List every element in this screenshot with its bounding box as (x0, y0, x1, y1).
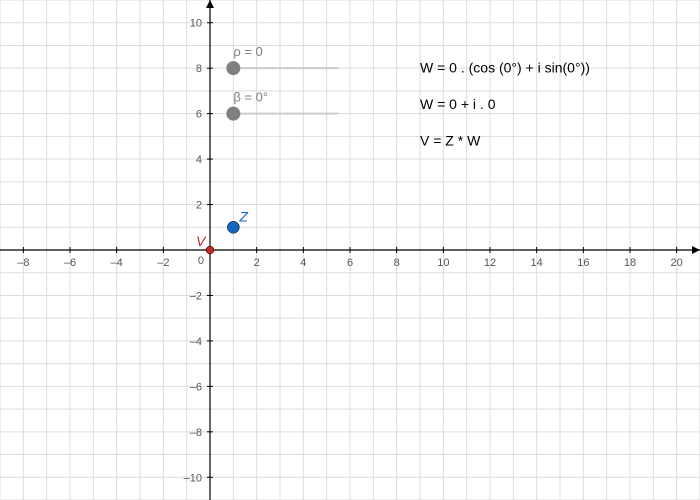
x-tick-label: –4 (111, 257, 123, 269)
y-tick-label: 8 (196, 63, 202, 75)
x-tick-label: 14 (531, 257, 543, 269)
y-tick-label: 10 (190, 18, 202, 30)
x-tick-label: 4 (300, 257, 306, 269)
x-tick-label: –6 (64, 257, 76, 269)
plot-svg: –8 –6 –4 –2 2 4 6 8 10 12 14 16 18 20 10 8 6 4 2 –2 –4 –6 –8 –1… (0, 0, 700, 500)
x-tick-label: 8 (394, 257, 400, 269)
x-tick-label: 16 (577, 257, 589, 269)
slider-label-beta: β = 0° (233, 90, 268, 105)
x-tick-label: 20 (671, 257, 683, 269)
point-label-Z: Z (238, 208, 248, 224)
slider-handle-beta[interactable] (226, 107, 240, 121)
y-tick-label: –6 (190, 381, 202, 393)
origin-label: 0 (198, 255, 204, 267)
equation-line3: V = Z * W (420, 132, 481, 148)
y-tick-label: 6 (196, 109, 202, 121)
x-tick-label: –8 (17, 257, 29, 269)
x-tick-label: 2 (254, 257, 260, 269)
x-tick-label: 10 (437, 257, 449, 269)
x-tick-label: 18 (624, 257, 636, 269)
y-tick-label: 4 (196, 154, 202, 166)
equation-line2: W = 0 + i . 0 (420, 96, 496, 112)
slider-label-rho: ρ = 0 (233, 44, 262, 59)
point-Z[interactable] (227, 221, 239, 233)
y-tick-label: –4 (190, 336, 202, 348)
point-V[interactable] (206, 246, 214, 254)
slider-handle-rho[interactable] (226, 61, 240, 75)
y-tick-label: 2 (196, 200, 202, 212)
y-tick-label: –8 (190, 427, 202, 439)
y-tick-label: –2 (190, 290, 202, 302)
x-tick-label: –2 (157, 257, 169, 269)
x-tick-label: 6 (347, 257, 353, 269)
equation-line1: W = 0 . (cos (0°) + i sin(0°)) (420, 60, 590, 76)
plot-container: –8 –6 –4 –2 2 4 6 8 10 12 14 16 18 20 10 8 6 4 2 –2 –4 –6 –8 –1… (0, 0, 700, 500)
y-tick-label: –10 (184, 472, 202, 484)
x-tick-label: 12 (484, 257, 496, 269)
